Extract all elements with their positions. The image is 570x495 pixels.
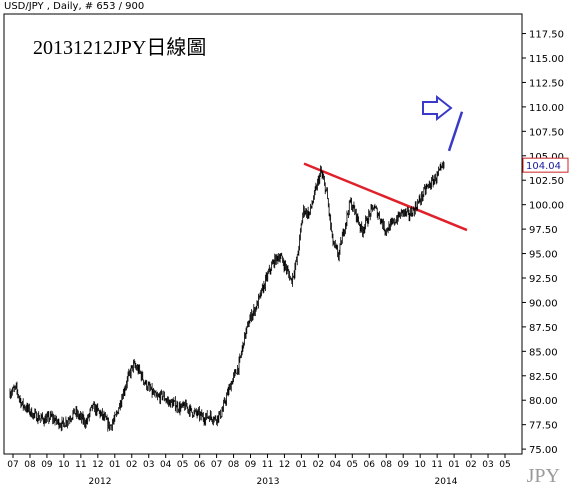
x-tick-label: 11 xyxy=(262,460,273,470)
x-tick-label: 09 xyxy=(245,460,257,470)
x-tick-label: 06 xyxy=(194,460,206,470)
x-tick-label: 08 xyxy=(24,460,36,470)
y-tick-label: 102.50 xyxy=(529,176,564,187)
y-tick-label: 82.50 xyxy=(529,372,558,383)
arrow-right-icon xyxy=(422,94,453,122)
x-tick-label: 09 xyxy=(397,460,409,470)
last-price-label: 104.04 xyxy=(526,161,561,172)
x-tick-label: 08 xyxy=(228,460,240,470)
x-tick-label: 07 xyxy=(7,460,18,470)
x-tick-label: 10 xyxy=(58,460,70,470)
resistance-trendline xyxy=(303,162,468,232)
y-tick-label: 80.00 xyxy=(529,396,558,407)
chart-header: USD/JPY , Daily, # 653 / 900 xyxy=(4,1,145,12)
last-price-box xyxy=(522,157,569,173)
x-tick-label: 07 xyxy=(211,460,222,470)
y-tick-label: 105.00 xyxy=(529,152,564,163)
plot-frame xyxy=(3,13,523,455)
x-tick-label: 06 xyxy=(364,460,376,470)
x-tick-label: 01 xyxy=(109,460,120,470)
x-tick-label: 12 xyxy=(92,460,103,470)
x-tick-label: 10 xyxy=(414,460,426,470)
y-tick-label: 107.50 xyxy=(529,127,564,138)
x-tick-label: 01 xyxy=(448,460,459,470)
watermark: JPY xyxy=(526,465,560,487)
x-tick-label: 05 xyxy=(347,460,358,470)
projection-line xyxy=(447,111,464,152)
y-tick-label: 92.50 xyxy=(529,274,558,285)
y-tick-label: 117.50 xyxy=(529,30,564,41)
x-year-label: 2014 xyxy=(435,477,458,487)
y-tick-label: 97.50 xyxy=(529,225,558,236)
y-tick-label: 77.50 xyxy=(529,421,558,432)
x-tick-label: 05 xyxy=(177,460,188,470)
x-tick-label: 03 xyxy=(482,460,493,470)
x-tick-label: 11 xyxy=(431,460,442,470)
x-tick-label: 11 xyxy=(75,460,86,470)
x-tick-label: 12 xyxy=(279,460,290,470)
y-tick-label: 100.00 xyxy=(529,201,564,212)
y-tick-label: 110.00 xyxy=(529,103,564,114)
x-year-label: 2013 xyxy=(257,477,280,487)
x-tick-label: 04 xyxy=(330,460,342,470)
y-tick-label: 95.00 xyxy=(529,250,558,261)
x-tick-label: 09 xyxy=(41,460,53,470)
y-tick-label: 87.50 xyxy=(529,323,558,334)
x-tick-label: 02 xyxy=(313,460,324,470)
y-tick-label: 85.00 xyxy=(529,347,558,358)
y-tick-label: 115.00 xyxy=(529,54,564,65)
x-tick-label: 08 xyxy=(381,460,393,470)
chart-title: 20131212JPY日線圖 xyxy=(33,37,207,59)
x-tick-label: 02 xyxy=(465,460,476,470)
x-tick-label: 02 xyxy=(126,460,137,470)
x-year-label: 2012 xyxy=(89,477,112,487)
y-tick-label: 112.50 xyxy=(529,78,564,89)
y-tick-label: 90.00 xyxy=(529,298,558,309)
x-tick-label: 01 xyxy=(296,460,307,470)
x-tick-label: 03 xyxy=(143,460,154,470)
y-tick-label: 75.00 xyxy=(529,445,558,456)
x-tick-label: 04 xyxy=(160,460,172,470)
x-tick-label: 05 xyxy=(499,460,510,470)
